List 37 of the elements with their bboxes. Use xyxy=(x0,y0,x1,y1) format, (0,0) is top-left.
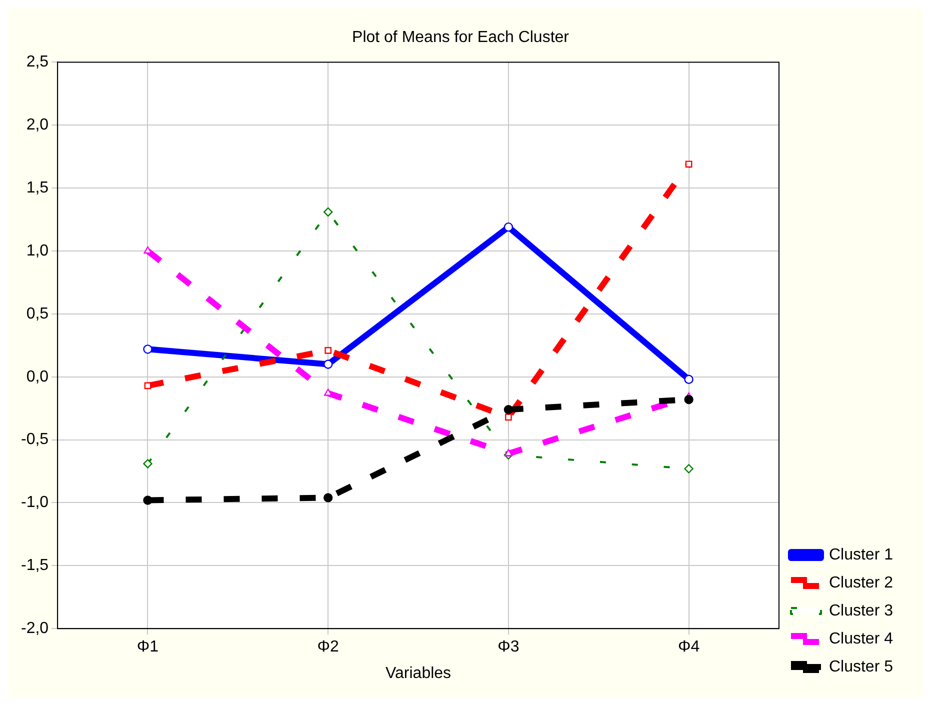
y-tick-label: -1,0 xyxy=(20,494,49,512)
chart-title: Plot of Means for Each Cluster xyxy=(352,29,570,46)
point xyxy=(144,382,152,390)
legend-label: Cluster 4 xyxy=(828,630,894,648)
x-tick-label: Φ3 xyxy=(498,638,520,656)
y-tick-label: 1,5 xyxy=(26,179,49,196)
point xyxy=(143,459,152,468)
y-tick-label: 1,0 xyxy=(26,242,49,260)
x-tick-label: Φ2 xyxy=(317,638,340,656)
point xyxy=(684,394,694,404)
point xyxy=(685,160,692,168)
y-tick-label: 0,0 xyxy=(26,368,49,386)
y-tick-label: -1,5 xyxy=(20,557,49,574)
x-axis-title: Variables xyxy=(386,664,452,682)
legend-label: Cluster 2 xyxy=(828,574,894,592)
point xyxy=(143,344,152,354)
legend-label: Cluster 5 xyxy=(828,658,894,676)
point xyxy=(324,347,332,354)
point xyxy=(505,414,512,421)
y-tick-label: 2,0 xyxy=(26,116,49,134)
point xyxy=(504,222,514,232)
x-tick-label: Φ1 xyxy=(136,638,159,656)
x-tick-label: Φ4 xyxy=(678,638,700,656)
y-tick-label: -2,0 xyxy=(20,620,49,638)
y-tick-label: 0,5 xyxy=(26,305,49,322)
point xyxy=(504,449,513,456)
point xyxy=(324,207,333,217)
legend-label: Cluster 3 xyxy=(828,602,894,620)
y-tick-label: -0,5 xyxy=(20,431,49,448)
point xyxy=(324,360,333,369)
point xyxy=(143,496,152,505)
point xyxy=(684,464,694,474)
y-tick-label: 2,5 xyxy=(26,54,49,71)
point xyxy=(504,404,514,414)
point xyxy=(324,493,333,502)
legend-label: Cluster 1 xyxy=(828,546,894,564)
point xyxy=(684,374,694,384)
